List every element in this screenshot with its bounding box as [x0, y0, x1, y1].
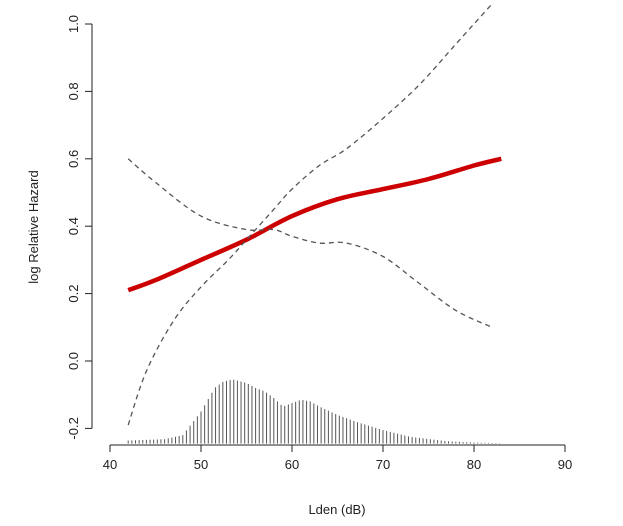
upper-ci-line: [127, 158, 493, 328]
y-ticks: -0.2 0.0 0.2 0.4 0.6 0.8 1.0: [66, 15, 92, 440]
y-tick-label: 1.0: [66, 15, 81, 33]
y-tick-label: 0.4: [66, 217, 81, 235]
x-tick-label: 90: [558, 457, 572, 472]
x-tick-label: 70: [376, 457, 390, 472]
y-tick-label: 0.6: [66, 150, 81, 168]
y-tick-label: 0.2: [66, 285, 81, 303]
y-axis-label: log Relative Hazard: [26, 170, 41, 283]
x-tick-label: 50: [194, 457, 208, 472]
lower-ci-line: [127, 5, 492, 426]
estimate-line: [127, 156, 502, 293]
x-tick-label: 60: [285, 457, 299, 472]
x-ticks: 40 50 60 70 80 90: [103, 445, 572, 472]
x-tick-label: 80: [467, 457, 481, 472]
y-tick-label: 0.8: [66, 82, 81, 100]
axes: 40 50 60 70 80 90 -0.2 0.0 0.2 0.4 0.6 0.8 1.0: [66, 15, 572, 472]
curves: [127, 5, 502, 426]
histogram: [127, 379, 500, 444]
y-tick-label: 0.0: [66, 352, 81, 370]
plot-area: [127, 5, 502, 444]
x-tick-label: 40: [103, 457, 117, 472]
x-axis-label: Lden (dB): [308, 502, 365, 517]
y-tick-label: -0.2: [66, 417, 81, 439]
